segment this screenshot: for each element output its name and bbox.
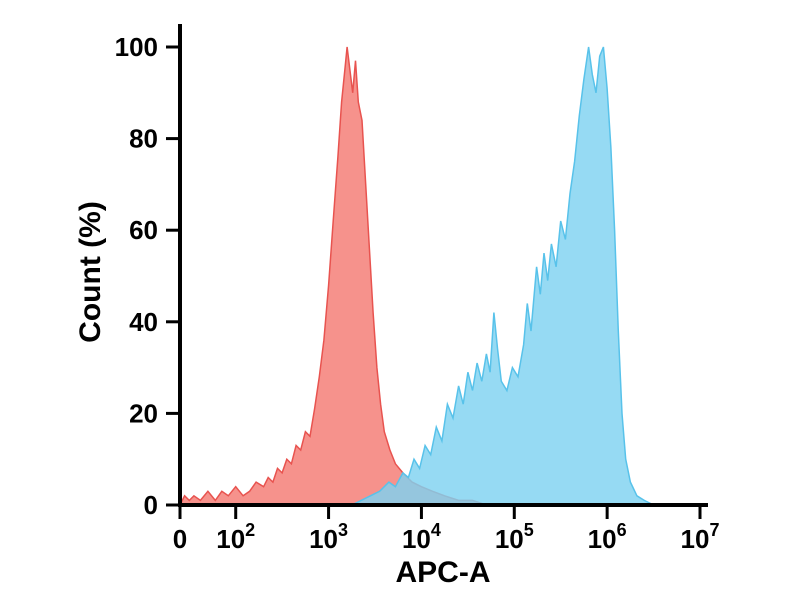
y-tick-label: 0 <box>144 490 158 520</box>
x-axis-ticks: 0 102 103 104 105 106 107 <box>173 507 720 554</box>
red-histogram <box>178 46 487 506</box>
y-axis-title: Count (%) <box>74 201 107 343</box>
y-tick-label: 100 <box>115 32 158 62</box>
blue-histogram <box>351 46 654 506</box>
x-axis-title: APC-A <box>396 556 491 589</box>
x-tick-label: 0 <box>173 524 187 554</box>
x-tick-label: 102 <box>216 520 255 554</box>
series-layer <box>178 46 654 506</box>
x-tick-label: 106 <box>588 520 627 554</box>
y-tick-label: 20 <box>129 398 158 428</box>
x-tick-label: 104 <box>402 520 441 554</box>
x-tick-label: 103 <box>309 520 348 554</box>
y-tick-label: 40 <box>129 307 158 337</box>
y-tick-label: 60 <box>129 215 158 245</box>
x-tick-label: 107 <box>681 520 720 554</box>
y-axis-ticks: 0 20 40 60 80 100 <box>115 32 178 520</box>
x-tick-label: 105 <box>495 520 534 554</box>
y-tick-label: 80 <box>129 124 158 154</box>
